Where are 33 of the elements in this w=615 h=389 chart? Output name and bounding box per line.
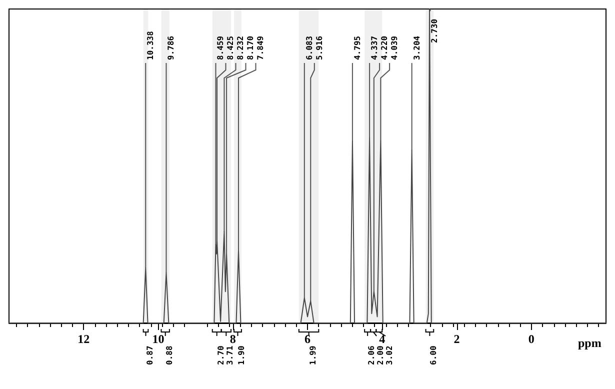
x-tick-label: 12 [78,332,90,346]
annotation: 4.220 [380,36,390,60]
annotation: 9.786 [166,36,176,60]
annotation: 8.459 [216,36,226,60]
band-label: 3.02 [385,346,394,365]
annotation: 7.849 [256,36,266,60]
band-label: 0.87 [145,346,154,365]
band-label: 1.90 [237,346,246,365]
x-tick-label: 0 [528,332,534,346]
band-label: 3.71 [226,346,235,365]
x-axis-title: ppm [578,336,602,350]
annotation: 8.425 [226,36,236,60]
annotation: 8.170 [246,36,256,60]
annotation: 4.795 [352,36,362,60]
band-label: 2.06 [367,346,376,365]
band-label: 2.00 [376,346,386,365]
x-tick-label: 6 [304,332,310,346]
annotation: 8.232 [236,36,246,60]
band-label: 6.00 [429,346,438,365]
x-tick-label: 4 [379,332,386,346]
band-label: 2.70 [216,346,226,365]
annotation: 5.916 [314,36,324,60]
annotation: 2.730 [430,18,440,43]
band-label: 0.88 [164,346,174,365]
x-tick-label: 10 [152,332,164,346]
x-tick-label: 8 [230,332,236,346]
annotation: 4.337 [370,36,380,60]
annotation: 10.338 [146,30,156,60]
band-label: 1.99 [308,346,318,365]
x-tick-label: 2 [454,332,460,346]
annotation: 4.039 [390,36,400,60]
annotation: 6.083 [304,36,314,60]
annotation: 3.204 [412,36,422,60]
